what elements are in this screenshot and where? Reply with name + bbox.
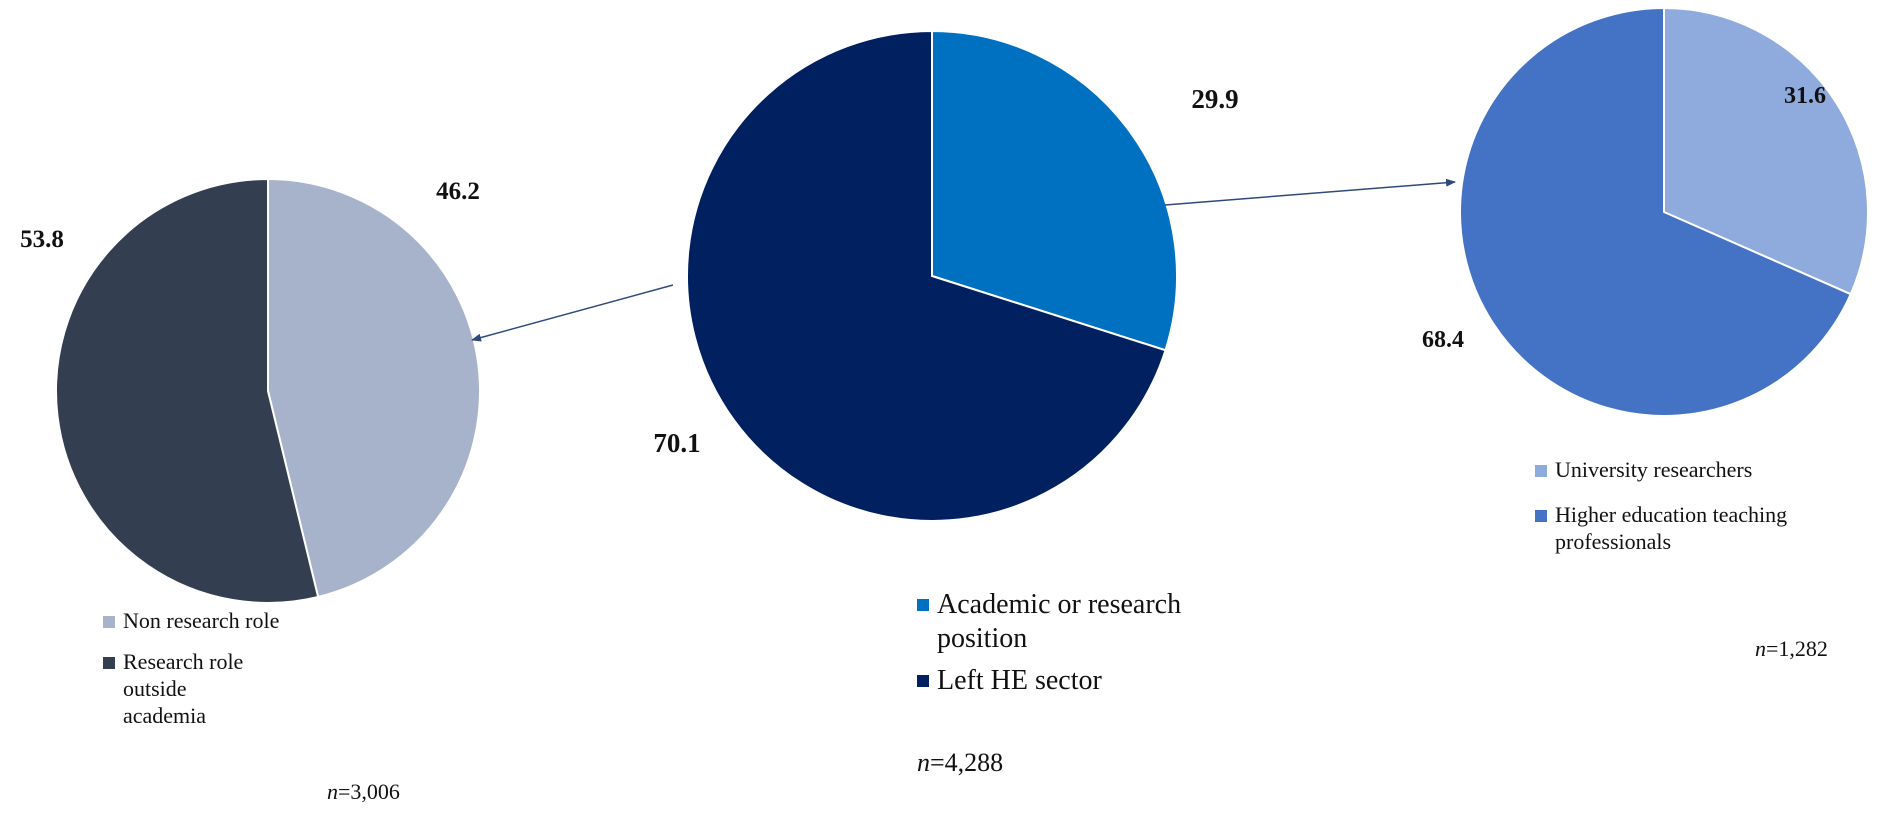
data-label: 53.8	[20, 226, 64, 253]
sample-size-center: n=4,288	[917, 748, 1003, 778]
slice-academic-or-research-position	[931, 29, 1178, 352]
n-value: =4,288	[930, 748, 1004, 777]
legend-item: Higher education teaching professionals	[1535, 501, 1875, 555]
legend-item: University researchers	[1535, 456, 1875, 483]
legend-item: Left HE sector	[917, 664, 1277, 698]
slice-university-researchers	[1663, 6, 1869, 296]
data-label: 31.6	[1784, 83, 1826, 109]
legend-label: Non research role	[123, 608, 280, 633]
n-symbol: n	[327, 779, 338, 804]
legend-item: Academic or research position	[917, 588, 1277, 656]
legend-label: Academic or research position	[937, 589, 1182, 654]
legend-left-pie: Non research role Research role outside …	[103, 607, 343, 729]
legend-swatch	[1535, 465, 1547, 477]
n-value: =1,282	[1766, 636, 1828, 661]
legend-center-pie: Academic or research position Left HE se…	[917, 588, 1277, 698]
legend-label: Higher education teaching professionals	[1555, 502, 1788, 554]
n-value: =3,006	[338, 779, 400, 804]
n-symbol: n	[917, 748, 930, 777]
data-label: 29.9	[1191, 84, 1238, 114]
legend-item: Research role outside academia	[103, 648, 343, 729]
data-label: 70.1	[653, 428, 700, 458]
sample-size-left: n=3,006	[327, 779, 400, 805]
arrow-to-right-pie	[1164, 178, 1456, 206]
legend-swatch	[917, 599, 929, 611]
legend-swatch	[917, 675, 929, 687]
n-symbol: n	[1755, 636, 1766, 661]
data-label: 46.2	[436, 178, 480, 205]
slice-left-he-sector	[686, 29, 1167, 522]
legend-label: Left HE sector	[937, 665, 1102, 696]
legend-label: Research role outside academia	[123, 649, 244, 728]
legend-right-pie: University researchers Higher education …	[1535, 456, 1875, 555]
sample-size-right: n=1,282	[1755, 636, 1828, 662]
legend-label: University researchers	[1555, 457, 1753, 482]
slice-higher-education-teaching-professionals	[1459, 6, 1853, 417]
arrow-to-left-pie	[471, 284, 674, 342]
legend-swatch	[1535, 510, 1547, 522]
slice-research-role-outside-academia	[55, 177, 320, 604]
legend-item: Non research role	[103, 607, 343, 634]
legend-swatch	[103, 616, 115, 628]
legend-swatch	[103, 657, 115, 669]
data-label: 68.4	[1422, 327, 1464, 353]
slice-non-research-role	[267, 177, 481, 599]
